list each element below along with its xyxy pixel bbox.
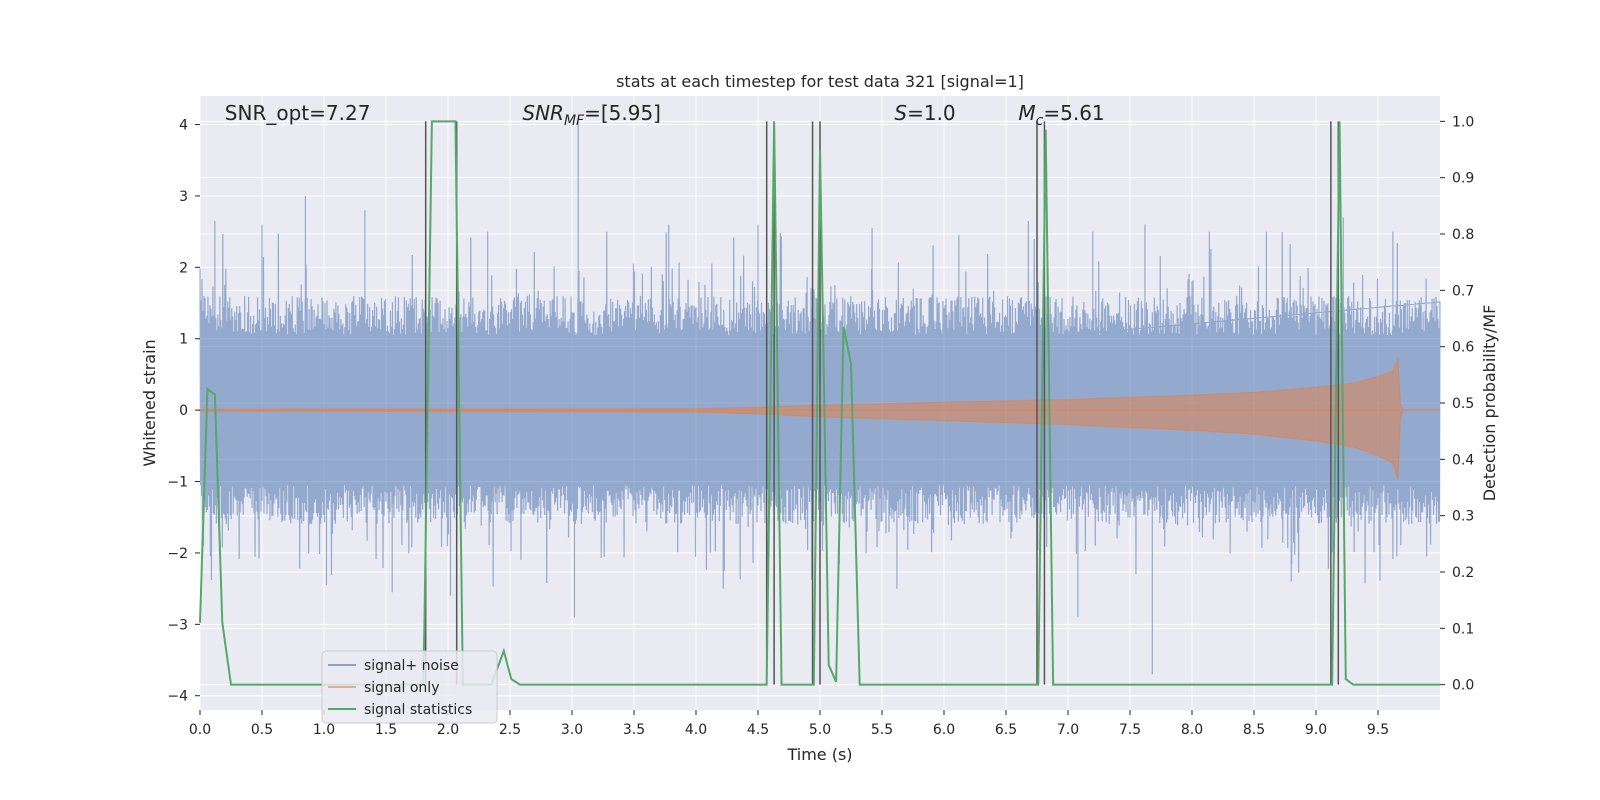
y2-tick-labels: 0.0 0.1 0.2 0.3 0.4 0.5 0.6 0.7 0.8 0.9 1.0 bbox=[1440, 114, 1474, 694]
legend: signal+ noise signal only signal statistic… bbox=[321, 650, 498, 724]
y2-tick-label: 0.8 bbox=[1452, 227, 1474, 243]
x-tick-label: 2.5 bbox=[499, 722, 521, 738]
x-tick-label: 5.5 bbox=[871, 722, 893, 738]
legend-box bbox=[321, 650, 498, 724]
y-tick-label: 0 bbox=[179, 403, 188, 419]
x-tick-label: 1.0 bbox=[313, 722, 335, 738]
y-tick-label: −4 bbox=[167, 689, 188, 705]
annotation-mc-value: Mc=5.61 bbox=[1018, 101, 1104, 129]
x-tick-labels: 0.0 0.5 1.0 1.5 2.0 2.5 3.0 3.5 4.0 4.5 5.0 5.5 6.0 6… bbox=[189, 710, 1389, 738]
x-tick-label: 0.5 bbox=[251, 722, 273, 738]
x-tick-label: 5.0 bbox=[809, 722, 831, 738]
y-tick-label: 2 bbox=[179, 260, 188, 276]
y-tick-label: −1 bbox=[167, 475, 188, 491]
x-tick-label: 4.5 bbox=[747, 722, 769, 738]
y-tick-labels: −4 −3 −2 −1 0 1 2 3 4 bbox=[167, 118, 200, 705]
x-tick-label: 2.0 bbox=[437, 722, 459, 738]
y2-tick-label: 0.4 bbox=[1452, 452, 1474, 468]
y2-tick-label: 0.6 bbox=[1452, 340, 1474, 356]
annotations: SNR_opt=7.27 SNRMF=[5.95] S=1.0 Mc=5.61 bbox=[225, 101, 1105, 129]
y-tick-label: 3 bbox=[179, 189, 188, 205]
y2-tick-label: 0.0 bbox=[1452, 678, 1474, 694]
y2-tick-label: 0.1 bbox=[1452, 621, 1474, 637]
x-tick-label: 0.0 bbox=[189, 722, 211, 738]
y2-tick-label: 0.5 bbox=[1452, 396, 1474, 412]
legend-label: signal+ noise bbox=[364, 658, 459, 674]
y-tick-label: 1 bbox=[179, 332, 188, 348]
chart-title: stats at each timestep for test data 321… bbox=[616, 72, 1024, 91]
x-axis-label: Time (s) bbox=[786, 745, 852, 764]
x-tick-label: 9.5 bbox=[1367, 722, 1389, 738]
y-tick-label: 4 bbox=[179, 118, 188, 134]
x-tick-label: 8.0 bbox=[1181, 722, 1203, 738]
legend-label: signal statistics bbox=[364, 702, 472, 718]
x-tick-label: 3.5 bbox=[623, 722, 645, 738]
y-axis-label: Whitened strain bbox=[140, 339, 159, 466]
y2-tick-label: 0.9 bbox=[1452, 171, 1474, 187]
y-tick-label: −3 bbox=[167, 617, 188, 633]
annotation-s-value: S=1.0 bbox=[894, 101, 955, 125]
x-tick-label: 6.0 bbox=[933, 722, 955, 738]
x-tick-label: 4.0 bbox=[685, 722, 707, 738]
x-tick-label: 1.5 bbox=[375, 722, 397, 738]
y2-tick-label: 0.7 bbox=[1452, 283, 1474, 299]
y2-tick-label: 0.3 bbox=[1452, 509, 1474, 525]
x-tick-label: 8.5 bbox=[1243, 722, 1265, 738]
y2-tick-label: 0.2 bbox=[1452, 565, 1474, 581]
y2-tick-label: 1.0 bbox=[1452, 114, 1474, 130]
x-tick-label: 3.0 bbox=[561, 722, 583, 738]
x-tick-label: 7.5 bbox=[1119, 722, 1141, 738]
legend-label: signal only bbox=[364, 680, 439, 696]
annotation-snr-mf: SNRMF=[5.95] bbox=[522, 101, 661, 129]
x-tick-label: 9.0 bbox=[1305, 722, 1327, 738]
annotation-snr-opt: SNR_opt=7.27 bbox=[225, 101, 371, 125]
y-tick-label: −2 bbox=[167, 546, 188, 562]
x-tick-label: 7.0 bbox=[1057, 722, 1079, 738]
x-tick-label: 6.5 bbox=[995, 722, 1017, 738]
y2-axis-label: Detection probability/MF bbox=[1480, 305, 1499, 502]
